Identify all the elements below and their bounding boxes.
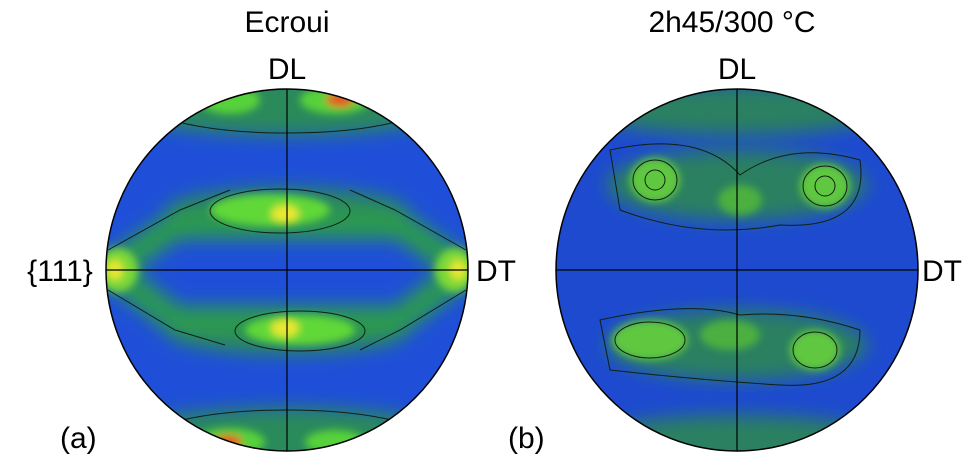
- pole-outline: [555, 88, 919, 452]
- right-label: DT: [476, 255, 516, 288]
- panel-label: (a): [60, 422, 97, 455]
- pole-outline: [105, 88, 469, 452]
- panel-title: 2h45/300 °C: [648, 6, 815, 39]
- pole-figure-b: 2h45/300 °C DL DT (b): [508, 6, 962, 455]
- panel-label: (b): [508, 422, 545, 455]
- pole-figure-a: Ecroui DL {111} DT (a): [27, 6, 516, 455]
- top-label: DL: [718, 53, 756, 86]
- right-label: DT: [922, 255, 962, 288]
- panel-title: Ecroui: [244, 6, 329, 39]
- top-label: DL: [268, 53, 306, 86]
- left-label: {111}: [27, 255, 93, 288]
